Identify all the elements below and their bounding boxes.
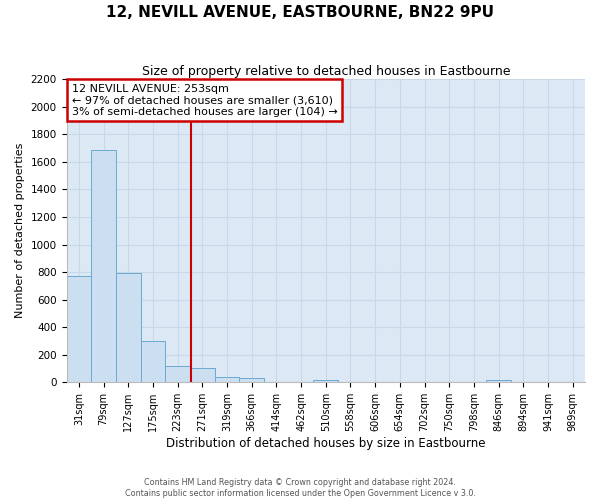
Bar	[313, 380, 338, 382]
Bar	[140, 341, 165, 382]
Title: Size of property relative to detached houses in Eastbourne: Size of property relative to detached ho…	[142, 65, 510, 78]
Bar	[116, 273, 140, 382]
Bar	[165, 366, 190, 382]
Text: 12 NEVILL AVENUE: 253sqm
← 97% of detached houses are smaller (3,610)
3% of semi: 12 NEVILL AVENUE: 253sqm ← 97% of detach…	[72, 84, 337, 117]
Bar	[91, 150, 116, 382]
Bar	[67, 276, 91, 382]
Bar	[486, 380, 511, 382]
Text: 12, NEVILL AVENUE, EASTBOURNE, BN22 9PU: 12, NEVILL AVENUE, EASTBOURNE, BN22 9PU	[106, 5, 494, 20]
X-axis label: Distribution of detached houses by size in Eastbourne: Distribution of detached houses by size …	[166, 437, 485, 450]
Bar	[215, 377, 239, 382]
Text: Contains HM Land Registry data © Crown copyright and database right 2024.
Contai: Contains HM Land Registry data © Crown c…	[125, 478, 475, 498]
Y-axis label: Number of detached properties: Number of detached properties	[15, 143, 25, 318]
Bar	[190, 368, 215, 382]
Bar	[239, 378, 264, 382]
